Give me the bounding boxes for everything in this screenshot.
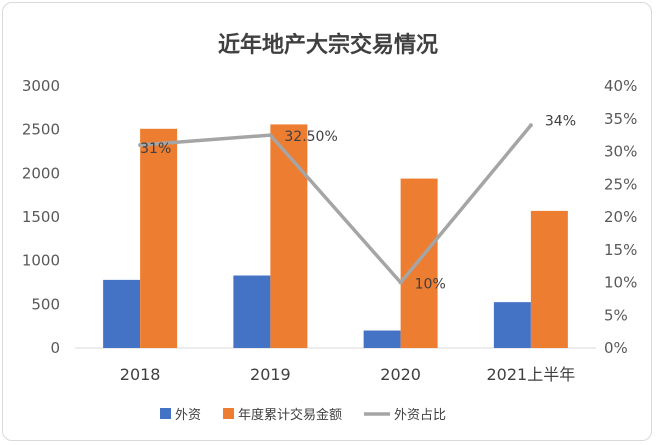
line-point-2018 [138, 142, 143, 147]
bar-foreign-2021上半年 [493, 302, 531, 348]
y-right-tick-label: 5% [604, 306, 628, 324]
y-left-tick-label: 500 [31, 295, 60, 313]
y-left-tick-label: 2500 [22, 121, 60, 139]
x-category-label: 2018 [120, 365, 161, 384]
y-right-tick-label: 0% [604, 339, 628, 357]
y-left-tick-label: 1000 [22, 252, 60, 270]
y-right-tick-label: 15% [604, 241, 637, 259]
legend-label: 外资占比 [394, 408, 446, 423]
data-label-2019: 32.50% [284, 129, 337, 145]
line-point-2019 [268, 133, 273, 138]
bar-foreign-2019 [233, 275, 271, 348]
bar-foreign-2018 [103, 279, 141, 348]
y-right-tick-label: 25% [604, 175, 637, 193]
line-point-2020 [398, 280, 403, 285]
line-series-group [138, 123, 533, 285]
data-label-2021上半年: 34% [545, 113, 576, 129]
bar-total-2019 [270, 124, 308, 348]
bar-total-2018 [140, 128, 178, 348]
legend: 外资 年度累计交易金额 外资占比 [160, 407, 446, 423]
y-left-tick-label: 0 [50, 339, 60, 357]
x-category-label: 2021上半年 [487, 365, 576, 384]
y-left-tick-label: 2000 [22, 164, 60, 182]
x-category-label: 2019 [250, 365, 291, 384]
y-right-tick-label: 10% [604, 274, 637, 292]
y-right-tick-label: 20% [604, 208, 637, 226]
y-right-tick-label: 35% [604, 110, 637, 128]
chart-title: 近年地产大宗交易情况 [218, 32, 438, 58]
bar-foreign-2020 [363, 330, 401, 348]
y-left-tick-label: 1500 [22, 208, 60, 226]
data-label-2020: 10% [415, 277, 446, 293]
y-left-tick-label: 3000 [22, 77, 60, 95]
legend-swatch [223, 408, 235, 419]
bar-total-2020 [400, 178, 438, 348]
bars-group [103, 124, 568, 348]
x-category-label: 2020 [380, 365, 421, 384]
data-label-2018: 31% [140, 141, 171, 157]
data-labels-group: 31% 32.50% 10% 34% [140, 113, 576, 292]
legend-swatch [160, 408, 171, 419]
y-right-tick-label: 30% [604, 143, 637, 161]
line-foreign-share [139, 124, 533, 285]
legend-label: 年度累计交易金额 [238, 407, 342, 423]
y-right-tick-label: 40% [604, 77, 637, 95]
bar-total-2021上半年 [530, 210, 568, 348]
legend-label: 外资 [175, 408, 201, 423]
line-point-2021上半年 [528, 123, 533, 128]
